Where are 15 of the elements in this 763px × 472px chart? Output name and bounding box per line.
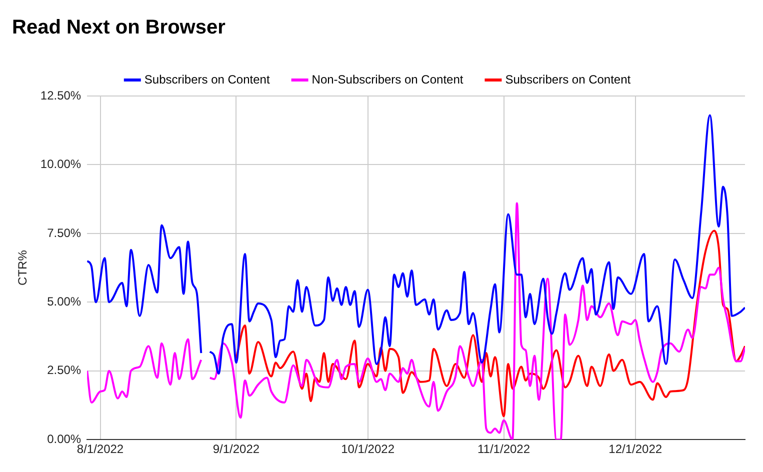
x-tick-label: 11/1/2022 (478, 442, 530, 456)
line-series (235, 230, 745, 418)
y-tick-label: 2.50% (47, 363, 82, 378)
legend-label: Subscribers on Content (144, 72, 270, 86)
legend-label: Non-Subscribers on Content (312, 72, 464, 86)
x-tick-label: 12/1/2022 (608, 442, 662, 456)
y-tick-label: 5.00% (47, 294, 82, 308)
x-tick-label: 10/1/2022 (341, 442, 395, 456)
x-tick-label: 9/1/2022 (212, 442, 260, 456)
chart-title: Read Next on Browser (12, 16, 226, 39)
y-tick-label: 12.50% (40, 88, 82, 102)
legend-label: Subscribers on Content (505, 72, 632, 86)
y-tick-label: 7.50% (47, 226, 82, 240)
y-axis-title: CTR% (16, 250, 30, 286)
y-tick-label: 10.00% (40, 157, 82, 172)
